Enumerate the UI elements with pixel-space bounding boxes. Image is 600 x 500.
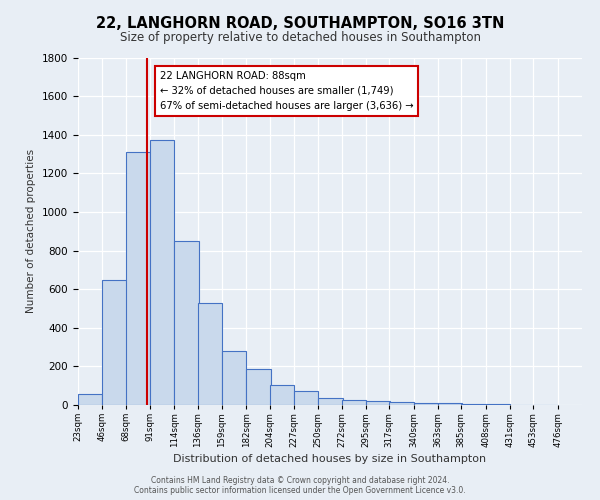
- Bar: [485, 404, 510, 405]
- Y-axis label: Number of detached properties: Number of detached properties: [26, 149, 37, 314]
- X-axis label: Distribution of detached houses by size in Southampton: Distribution of detached houses by size …: [173, 454, 487, 464]
- Bar: [222, 351, 247, 405]
- Bar: [78, 394, 103, 405]
- Bar: [175, 241, 199, 405]
- Text: 22, LANGHORN ROAD, SOUTHAMPTON, SO16 3TN: 22, LANGHORN ROAD, SOUTHAMPTON, SO16 3TN: [96, 16, 504, 32]
- Bar: [413, 403, 438, 405]
- Bar: [341, 400, 366, 405]
- Text: 22 LANGHORN ROAD: 88sqm
← 32% of detached houses are smaller (1,749)
67% of semi: 22 LANGHORN ROAD: 88sqm ← 32% of detache…: [160, 71, 413, 110]
- Text: Contains public sector information licensed under the Open Government Licence v3: Contains public sector information licen…: [134, 486, 466, 495]
- Bar: [319, 398, 343, 405]
- Bar: [150, 140, 175, 405]
- Bar: [366, 401, 391, 405]
- Bar: [389, 402, 413, 405]
- Bar: [197, 302, 222, 405]
- Bar: [438, 403, 463, 405]
- Bar: [269, 384, 294, 405]
- Bar: [461, 404, 485, 405]
- Bar: [125, 152, 150, 405]
- Bar: [247, 370, 271, 405]
- Bar: [294, 392, 319, 405]
- Text: Contains HM Land Registry data © Crown copyright and database right 2024.: Contains HM Land Registry data © Crown c…: [151, 476, 449, 485]
- Bar: [103, 280, 127, 405]
- Text: Size of property relative to detached houses in Southampton: Size of property relative to detached ho…: [119, 31, 481, 44]
